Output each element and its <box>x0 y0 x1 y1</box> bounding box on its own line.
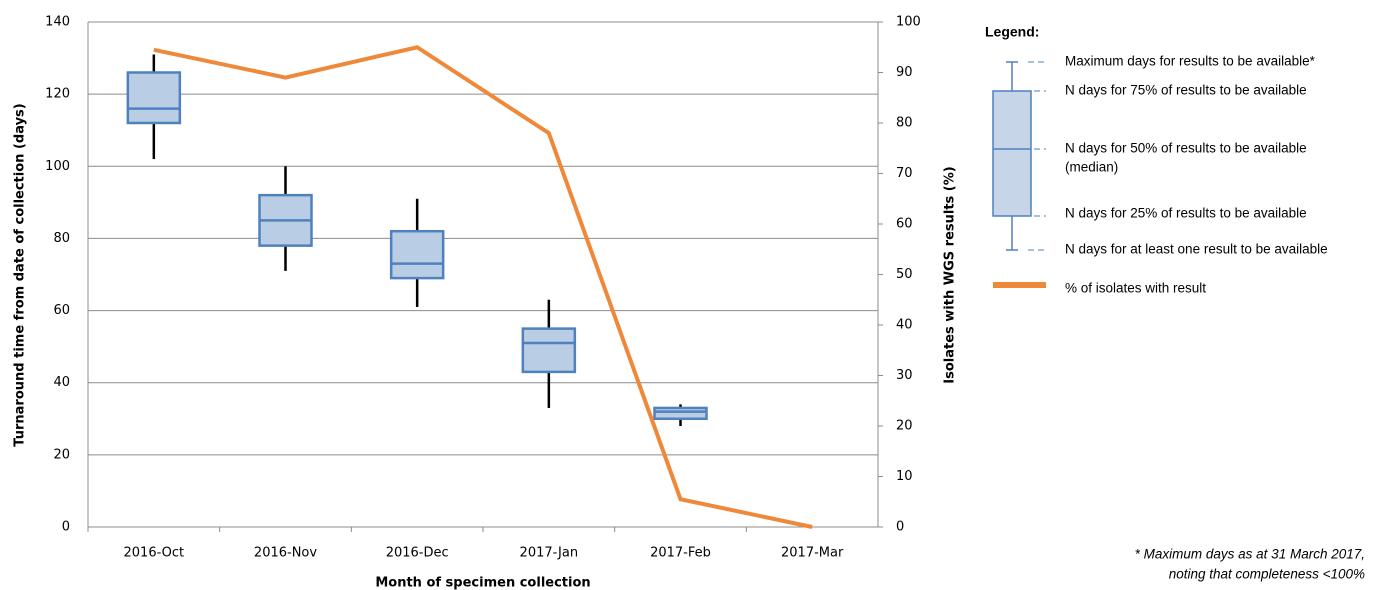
legend-label: N days for 50% of results to be availabl… <box>1065 141 1307 156</box>
box <box>126 71 182 125</box>
y-tick-label: 140 <box>45 15 70 30</box>
legend-label: Maximum days for results to be available… <box>1065 54 1316 69</box>
y2-tick-label: 0 <box>896 520 904 535</box>
legend-label: N days for 75% of results to be availabl… <box>1065 83 1307 98</box>
x-tick-label: 2016-Nov <box>254 546 317 561</box>
y2-tick-label: 70 <box>896 166 913 181</box>
y-tick-label: 40 <box>53 375 70 390</box>
x-tick-label: 2016-Oct <box>124 546 185 561</box>
y-tick-label: 60 <box>53 303 70 318</box>
box <box>521 327 577 374</box>
box <box>653 406 708 421</box>
box <box>389 229 445 280</box>
y2-tick-label: 90 <box>896 65 913 80</box>
x-tick-label: 2017-Feb <box>650 546 711 561</box>
y2-tick-label: 80 <box>896 116 913 131</box>
y-tick-label: 0 <box>62 520 70 535</box>
y-tick-label: 100 <box>45 159 70 174</box>
y2-tick-label: 30 <box>896 368 913 383</box>
y2-tick-label: 20 <box>896 419 913 434</box>
line <box>153 45 813 529</box>
y2-tick-label: 100 <box>896 15 921 30</box>
footnote: noting that completeness <100% <box>1169 567 1365 582</box>
y-tick-label: 80 <box>53 231 70 246</box>
x-axis-title: Month of specimen collection <box>375 576 590 590</box>
y-tick-label: 20 <box>53 447 70 462</box>
legend-label: % of isolates with result <box>1065 281 1206 296</box>
legend-glyph <box>992 61 1046 251</box>
x-tick-label: 2016-Dec <box>386 546 449 561</box>
legend-label: (median) <box>1065 160 1118 175</box>
footnote: * Maximum days as at 31 March 2017, <box>1135 547 1365 562</box>
legend-label: N days for at least one result to be ava… <box>1065 242 1328 257</box>
y2-tick-label: 60 <box>896 217 913 232</box>
x-tick-label: 2017-Jan <box>520 546 579 561</box>
legend-title: Legend: <box>985 24 1039 40</box>
y-axis-title: Turnaround time from date of collection … <box>13 103 28 446</box>
y2-axis-title: Isolates with WGS results (%) <box>943 166 958 383</box>
y-tick-label: 120 <box>45 87 70 102</box>
y2-tick-label: 10 <box>896 469 913 484</box>
y2-tick-label: 40 <box>896 318 913 333</box>
y2-tick-label: 50 <box>896 267 913 282</box>
legend-label: N days for 25% of results to be availabl… <box>1065 206 1307 221</box>
x-tick-label: 2017-Mar <box>781 546 844 561</box>
